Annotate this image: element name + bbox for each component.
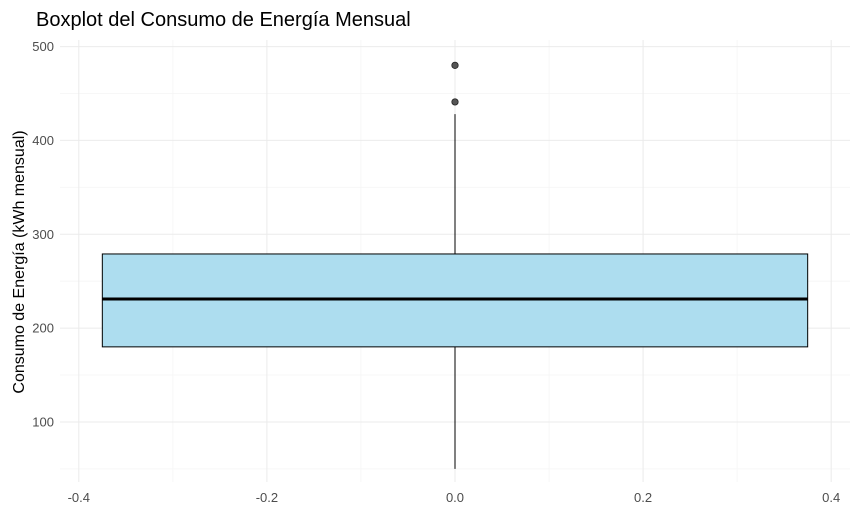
y-tick-label: 500 (32, 39, 54, 54)
y-tick-label: 400 (32, 133, 54, 148)
box-group (101, 61, 809, 469)
tick-labels: -0.4 -0.2 0.0 0.2 0.4 100 200 300 400 500 (32, 39, 840, 505)
outlier-point (451, 98, 459, 106)
chart-title: Boxplot del Consumo de Energía Mensual (36, 9, 411, 31)
x-tick-label: 0.0 (446, 490, 464, 505)
y-tick-label: 300 (32, 227, 54, 242)
x-tick-label: -0.4 (68, 490, 90, 505)
x-tick-label: -0.2 (256, 490, 278, 505)
outlier-point (451, 61, 459, 69)
y-axis-label: Consumo de Energía (kWh mensual) (11, 130, 28, 393)
x-tick-label: 0.2 (634, 490, 652, 505)
y-tick-label: 100 (32, 414, 54, 429)
x-tick-label: 0.4 (822, 490, 840, 505)
y-tick-label: 200 (32, 321, 54, 336)
